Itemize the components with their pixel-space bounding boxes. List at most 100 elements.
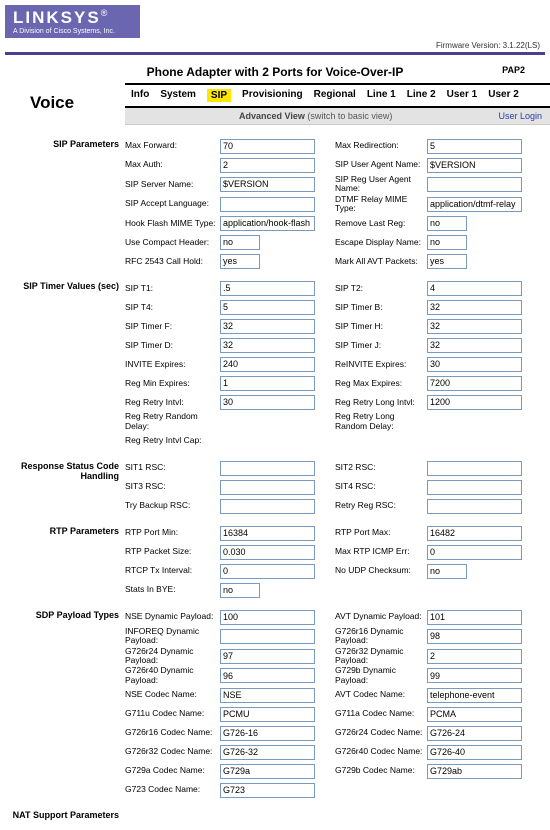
sip-accept-lang-input[interactable] bbox=[220, 197, 315, 212]
g729b-input[interactable] bbox=[427, 668, 522, 683]
tf-input[interactable] bbox=[220, 319, 315, 334]
tb-input[interactable] bbox=[427, 300, 522, 315]
avt-input[interactable] bbox=[427, 610, 522, 625]
section-sip-parameters: SIP Parameters bbox=[5, 137, 125, 271]
sip-reg-ua-input[interactable] bbox=[427, 177, 522, 192]
switch-view-link[interactable]: (switch to basic view) bbox=[307, 111, 392, 121]
t1-label: SIP T1: bbox=[125, 284, 220, 293]
inforeq-input[interactable] bbox=[220, 629, 315, 644]
user-login-link[interactable]: User Login bbox=[498, 111, 542, 121]
g729a-input[interactable] bbox=[220, 764, 315, 779]
g726r24-input[interactable] bbox=[220, 649, 315, 664]
noudp-input[interactable] bbox=[427, 564, 467, 579]
sit2-input[interactable] bbox=[427, 461, 522, 476]
g726r32c-input[interactable] bbox=[220, 745, 315, 760]
tab-user2[interactable]: User 2 bbox=[488, 89, 519, 102]
retrylong-input[interactable] bbox=[427, 395, 522, 410]
g726r24c-input[interactable] bbox=[427, 726, 522, 741]
g726r40-input[interactable] bbox=[220, 668, 315, 683]
retry-input[interactable] bbox=[220, 395, 315, 410]
sip-server-input[interactable] bbox=[220, 177, 315, 192]
g711a-label: G711a Codec Name: bbox=[335, 709, 427, 718]
use-compact-input[interactable] bbox=[220, 235, 260, 250]
max-redir-input[interactable] bbox=[427, 139, 522, 154]
hook-flash-input[interactable] bbox=[220, 216, 315, 231]
rtcptx-input[interactable] bbox=[220, 564, 315, 579]
tryb-input[interactable] bbox=[220, 499, 315, 514]
sip-ua-input[interactable] bbox=[427, 158, 522, 173]
pktsize-input[interactable] bbox=[220, 545, 315, 560]
rfc2543-input[interactable] bbox=[220, 254, 260, 269]
tab-sip[interactable]: SIP bbox=[207, 89, 231, 102]
sip-accept-lang-label: SIP Accept Language: bbox=[125, 199, 220, 208]
g726r40c-input[interactable] bbox=[427, 745, 522, 760]
tab-bar: Info System SIP Provisioning Regional Li… bbox=[125, 83, 550, 108]
section-response-status: Response Status Code Handling bbox=[5, 459, 125, 516]
model-label: PAP2 bbox=[502, 65, 525, 75]
maxicmp-label: Max RTP ICMP Err: bbox=[335, 547, 427, 556]
g726r32-input[interactable] bbox=[427, 649, 522, 664]
tab-line1[interactable]: Line 1 bbox=[367, 89, 396, 102]
sip-reg-ua-label: SIP Reg User Agent Name: bbox=[335, 175, 427, 194]
th-input[interactable] bbox=[427, 319, 522, 334]
escape-display-input[interactable] bbox=[427, 235, 467, 250]
rfc2543-label: RFC 2543 Call Hold: bbox=[125, 257, 220, 266]
nse-label: NSE Dynamic Payload: bbox=[125, 612, 220, 621]
tab-regional[interactable]: Regional bbox=[314, 89, 356, 102]
max-forward-label: Max Forward: bbox=[125, 141, 220, 150]
avt-label: AVT Dynamic Payload: bbox=[335, 612, 427, 621]
avtcodec-input[interactable] bbox=[427, 688, 522, 703]
regmin-input[interactable] bbox=[220, 376, 315, 391]
g726r16c-input[interactable] bbox=[220, 726, 315, 741]
inforeq-label: INFOREQ Dynamic Payload: bbox=[125, 627, 220, 646]
tab-provisioning[interactable]: Provisioning bbox=[242, 89, 303, 102]
g726r24c-label: G726r24 Codec Name: bbox=[335, 728, 427, 737]
g711u-input[interactable] bbox=[220, 707, 315, 722]
mark-avt-label: Mark All AVT Packets: bbox=[335, 257, 427, 266]
t2-input[interactable] bbox=[427, 281, 522, 296]
max-forward-input[interactable] bbox=[220, 139, 315, 154]
g723-input[interactable] bbox=[220, 783, 315, 798]
g726r16-input[interactable] bbox=[427, 629, 522, 644]
tab-line2[interactable]: Line 2 bbox=[407, 89, 436, 102]
portmax-input[interactable] bbox=[427, 526, 522, 541]
max-auth-input[interactable] bbox=[220, 158, 315, 173]
portmin-input[interactable] bbox=[220, 526, 315, 541]
g729a-label: G729a Codec Name: bbox=[125, 766, 220, 775]
remove-lastreg-input[interactable] bbox=[427, 216, 467, 231]
sit4-input[interactable] bbox=[427, 480, 522, 495]
inv-input[interactable] bbox=[220, 357, 315, 372]
nse-input[interactable] bbox=[220, 610, 315, 625]
section-nat: NAT Support Parameters bbox=[5, 808, 125, 820]
sit1-input[interactable] bbox=[220, 461, 315, 476]
g729b-label: G729b Dynamic Payload: bbox=[335, 666, 427, 685]
tb-label: SIP Timer B: bbox=[335, 303, 427, 312]
dtmf-input[interactable] bbox=[427, 197, 522, 212]
statsbye-input[interactable] bbox=[220, 583, 260, 598]
statsbye-label: Stats In BYE: bbox=[125, 585, 220, 594]
tab-user1[interactable]: User 1 bbox=[447, 89, 478, 102]
tj-input[interactable] bbox=[427, 338, 522, 353]
mark-avt-input[interactable] bbox=[427, 254, 467, 269]
maxicmp-input[interactable] bbox=[427, 545, 522, 560]
g711a-input[interactable] bbox=[427, 707, 522, 722]
td-label: SIP Timer D: bbox=[125, 341, 220, 350]
nsecodec-input[interactable] bbox=[220, 688, 315, 703]
g729bc-input[interactable] bbox=[427, 764, 522, 779]
td-input[interactable] bbox=[220, 338, 315, 353]
tab-info[interactable]: Info bbox=[131, 89, 149, 102]
retrycap-label: Reg Retry Intvl Cap: bbox=[125, 436, 220, 445]
sip-ua-label: SIP User Agent Name: bbox=[335, 160, 427, 169]
retryrandlong-label: Reg Retry Long Random Delay: bbox=[335, 412, 427, 431]
separator bbox=[5, 52, 545, 55]
t1-input[interactable] bbox=[220, 281, 315, 296]
use-compact-label: Use Compact Header: bbox=[125, 238, 220, 247]
regmax-input[interactable] bbox=[427, 376, 522, 391]
retryreg-input[interactable] bbox=[427, 499, 522, 514]
tab-system[interactable]: System bbox=[160, 89, 196, 102]
reinv-input[interactable] bbox=[427, 357, 522, 372]
g726r16c-label: G726r16 Codec Name: bbox=[125, 728, 220, 737]
t4-input[interactable] bbox=[220, 300, 315, 315]
sit4-label: SIT4 RSC: bbox=[335, 482, 427, 491]
sit3-input[interactable] bbox=[220, 480, 315, 495]
